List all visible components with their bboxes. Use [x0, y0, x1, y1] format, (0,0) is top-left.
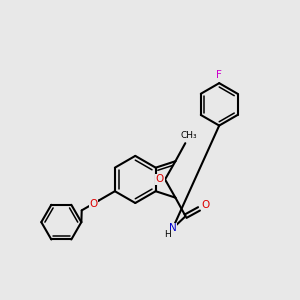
- Text: N: N: [169, 223, 177, 233]
- Text: O: O: [201, 200, 210, 210]
- Text: F: F: [216, 70, 222, 80]
- Text: O: O: [156, 174, 164, 184]
- Text: H: H: [164, 230, 170, 239]
- Text: O: O: [89, 199, 98, 208]
- Text: CH₃: CH₃: [181, 131, 198, 140]
